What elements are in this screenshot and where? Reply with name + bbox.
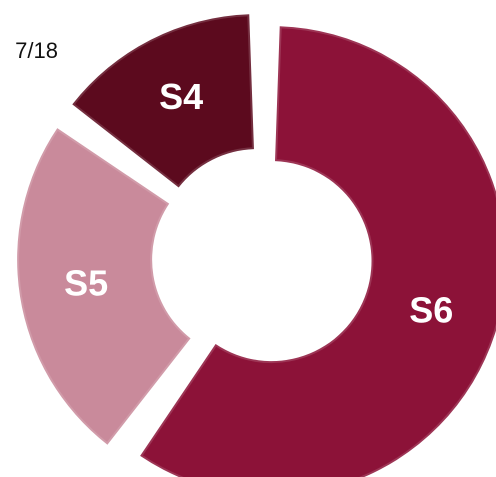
slice-label: S5 bbox=[64, 262, 108, 303]
slice-label: S4 bbox=[159, 76, 203, 117]
donut-slice bbox=[69, 12, 257, 191]
donut-slice bbox=[15, 125, 194, 448]
donut-slice bbox=[137, 24, 496, 477]
chart-title: 7/18 bbox=[15, 38, 58, 63]
slice-label: S6 bbox=[409, 290, 453, 331]
